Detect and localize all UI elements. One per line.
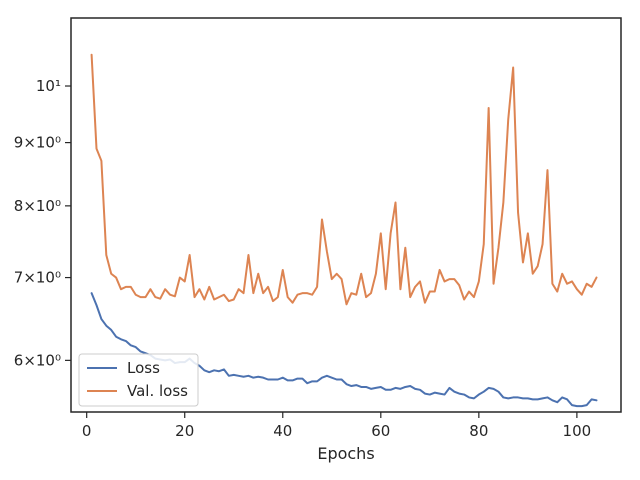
x-tick-label: 100 bbox=[563, 422, 592, 440]
y-tick-label: 9×10⁰ bbox=[14, 134, 61, 152]
y-tick-label: 6×10⁰ bbox=[14, 351, 61, 369]
x-tick-label: 40 bbox=[273, 422, 292, 440]
legend: Loss Val. loss bbox=[78, 353, 199, 407]
y-tick-label: 7×10⁰ bbox=[14, 269, 61, 287]
x-axis-label: Epochs bbox=[317, 444, 374, 463]
plot-area bbox=[71, 18, 621, 412]
x-tick-label: 60 bbox=[371, 422, 390, 440]
x-tick-label: 80 bbox=[469, 422, 488, 440]
plot-frame bbox=[70, 17, 622, 413]
x-axis: 0 20 40 60 80 100 bbox=[82, 412, 591, 440]
legend-label-val-loss: Val. loss bbox=[127, 382, 188, 400]
y-axis: 6×10⁰ 7×10⁰ 8×10⁰ 9×10⁰ 10¹ bbox=[14, 77, 71, 369]
legend-label-loss: Loss bbox=[127, 359, 160, 377]
x-tick-label: 20 bbox=[175, 422, 194, 440]
y-tick-label: 8×10⁰ bbox=[14, 197, 61, 215]
x-tick-label: 0 bbox=[82, 422, 92, 440]
y-tick-label: 10¹ bbox=[36, 77, 61, 95]
series-line-val-loss bbox=[90, 53, 598, 306]
